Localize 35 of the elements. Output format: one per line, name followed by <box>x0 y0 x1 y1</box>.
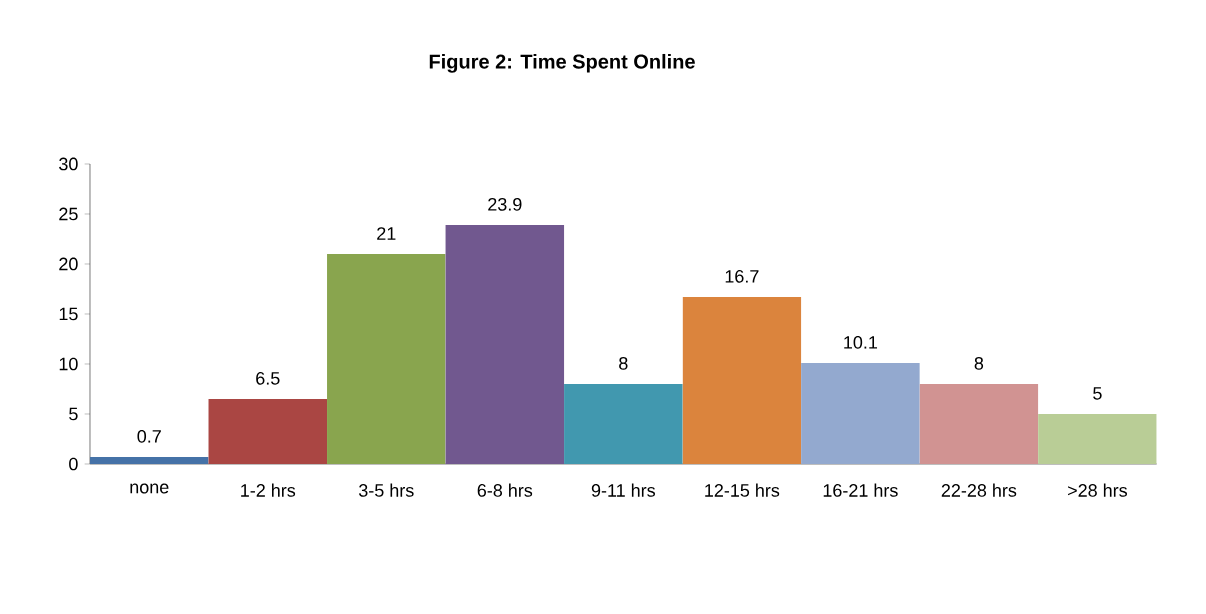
x-tick-label: 1-2 hrs <box>241 483 296 497</box>
bar <box>564 384 683 464</box>
chart-title: Figure 2: Time Spent Online <box>429 53 695 73</box>
y-tick-label: 30 <box>59 157 78 171</box>
x-tick-label: 22-28 hrs <box>941 483 1017 497</box>
x-tick-label: 3-5 hrs <box>358 483 414 497</box>
y-tick-label: 20 <box>59 257 78 271</box>
x-tick-label: 9-11 hrs <box>591 483 656 497</box>
y-tick-label: 25 <box>59 207 78 221</box>
x-tick-label: 12-15 hrs <box>705 483 780 497</box>
x-tick-label: >28 hrs <box>1068 483 1128 497</box>
x-tick-label: 6-8 hrs <box>477 483 533 497</box>
data-label: 10.1 <box>844 335 878 349</box>
bar <box>801 363 920 464</box>
y-tick-label: 15 <box>59 307 78 321</box>
bar <box>327 254 446 464</box>
data-label: 8 <box>974 356 984 370</box>
data-label: 23.9 <box>488 197 522 211</box>
bar <box>682 296 802 464</box>
bar <box>208 399 328 464</box>
bar <box>445 225 565 464</box>
data-label: 0.7 <box>137 429 161 443</box>
data-label: 6.5 <box>256 371 280 385</box>
bar <box>90 457 209 464</box>
data-label: 21 <box>377 227 396 240</box>
y-tick-label: 0 <box>69 457 78 471</box>
bar <box>1038 414 1157 464</box>
data-label: 8 <box>619 356 628 370</box>
y-tick-label: 10 <box>59 357 78 371</box>
y-tick-label: 5 <box>69 407 78 421</box>
bar <box>919 384 1039 464</box>
data-label: 16.7 <box>725 269 759 283</box>
data-label: 5 <box>1093 387 1102 400</box>
x-tick-label: 16-21 hrs <box>823 483 898 497</box>
x-tick-label: none <box>130 483 169 494</box>
